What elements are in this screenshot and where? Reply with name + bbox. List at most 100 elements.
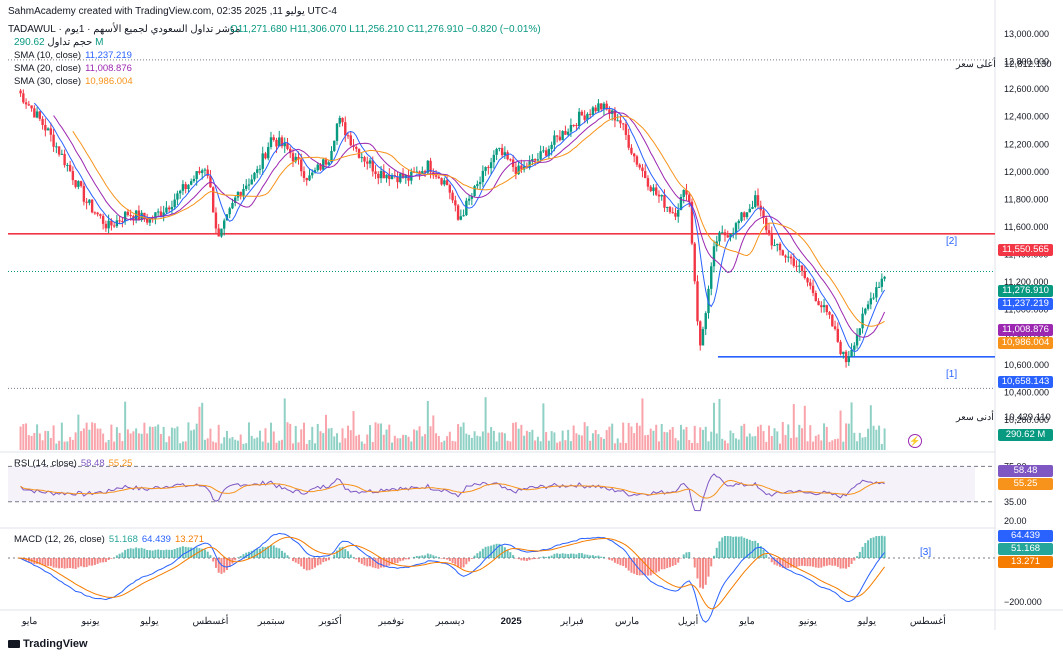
macd-hist-bar xyxy=(176,547,179,558)
candle-body xyxy=(643,171,647,179)
volume-bar xyxy=(110,424,113,450)
volume-bar xyxy=(349,430,352,450)
volume-bar xyxy=(358,434,361,450)
candle-body xyxy=(734,223,738,233)
volume-bar xyxy=(721,438,724,450)
candle-body xyxy=(170,206,174,210)
volume-bar xyxy=(803,405,806,450)
volume-bar xyxy=(473,431,476,450)
volume-bar xyxy=(314,443,317,450)
macd-hist-bar xyxy=(671,558,674,566)
candle-body xyxy=(41,118,44,125)
volume-bar xyxy=(875,429,878,450)
volume-bar xyxy=(817,434,820,450)
candle-body xyxy=(52,134,55,147)
macd-hist-bar xyxy=(693,558,696,568)
volume-bar xyxy=(201,402,204,450)
sma10-legend[interactable]: SMA (10, close) 11,237.219 xyxy=(14,50,136,61)
macd-hist-bar xyxy=(426,553,429,558)
macd-hist-bar xyxy=(666,558,669,568)
sma30-legend[interactable]: SMA (30, close) 10,986.004 xyxy=(14,76,137,87)
volume-bar xyxy=(151,427,154,450)
candle-body xyxy=(831,314,834,327)
candle-body xyxy=(181,184,185,191)
macd-signal-line xyxy=(17,536,885,610)
macd-hist-bar xyxy=(322,558,325,563)
volume-bar xyxy=(707,441,710,450)
macd-hist-bar xyxy=(600,556,603,558)
volume-bar xyxy=(652,430,655,450)
volume-bar xyxy=(275,442,278,450)
volume-legend[interactable]: حجم تداول 290.62 M xyxy=(14,37,103,48)
volume-bar xyxy=(93,423,96,450)
macd-hist-bar xyxy=(572,553,575,558)
volume-bar xyxy=(809,425,812,450)
time-tick-label: نوفمبر xyxy=(377,616,404,627)
candle-body xyxy=(333,140,336,151)
flash-icon[interactable]: ⚡ xyxy=(908,434,922,448)
macd-hist-bar xyxy=(225,558,228,571)
candle-body xyxy=(613,110,617,121)
candle-body xyxy=(443,180,446,185)
macd-hist-bar xyxy=(102,558,105,563)
macd-hist-bar xyxy=(539,557,542,558)
macd-hist-bar xyxy=(685,552,688,558)
macd-hist-bar xyxy=(864,543,867,558)
macd-hist-bar xyxy=(267,546,270,558)
candle-body xyxy=(44,124,47,131)
volume-bar xyxy=(308,440,311,450)
macd-hist-bar xyxy=(380,558,383,568)
volume-bar xyxy=(781,422,784,450)
volume-bar xyxy=(465,433,468,450)
macd-hist-bar xyxy=(809,558,812,567)
volume-bar xyxy=(787,424,790,450)
low-value: 10,429.110 xyxy=(1004,412,1051,423)
candle-body xyxy=(33,108,36,118)
macd-hist-bar xyxy=(214,558,217,568)
candle-body xyxy=(657,194,661,197)
macd-signal-value: 13.271 xyxy=(174,534,204,545)
volume-bar xyxy=(195,423,198,450)
volume-bar xyxy=(558,441,561,450)
volume-bar xyxy=(613,443,616,450)
candle-body xyxy=(335,123,339,141)
volume-bar xyxy=(759,424,762,450)
macd-hist-bar xyxy=(517,558,520,560)
volume-bar xyxy=(435,433,438,450)
macd-hist-bar xyxy=(338,547,341,558)
volume-bar xyxy=(44,430,47,450)
volume-bar xyxy=(291,443,294,450)
macd-hist-bar xyxy=(272,545,275,558)
macd-hist-bar xyxy=(85,558,88,568)
macd-legend[interactable]: MACD (12, 26, close) 51.168 64.439 13.271 xyxy=(14,534,208,545)
macd-hist-bar xyxy=(261,546,264,558)
volume-bar xyxy=(325,414,328,450)
candle-body xyxy=(853,345,856,350)
candle-body xyxy=(38,111,42,119)
macd-hist-bar xyxy=(440,558,443,559)
volume-bar xyxy=(371,442,374,450)
candle-body xyxy=(324,159,328,165)
candle-body xyxy=(470,195,474,199)
volume-bar xyxy=(737,439,740,450)
volume-bar xyxy=(666,432,669,450)
candle-body xyxy=(297,156,300,160)
rsi-legend[interactable]: RSI (14, close) 58.48 55.25 xyxy=(14,458,136,469)
sma20-legend[interactable]: SMA (20, close) 11,008.876 xyxy=(14,63,136,74)
tradingview-logo[interactable]: TradingView xyxy=(8,638,88,650)
volume-bar xyxy=(170,427,173,450)
macd-hist-bar xyxy=(567,554,570,558)
volume-bar xyxy=(853,432,856,450)
macd-hist-bar xyxy=(732,536,735,558)
macd-hist-bar xyxy=(355,558,358,560)
macd-hist-bar xyxy=(435,556,438,558)
volume-bar xyxy=(869,405,872,450)
price-tick-label: 11,200.000 xyxy=(1004,277,1048,287)
candle-body xyxy=(690,201,694,244)
volume-bar xyxy=(564,440,567,450)
volume-bar xyxy=(550,431,553,450)
candle-body xyxy=(203,169,207,171)
candle-body xyxy=(456,205,460,220)
volume-bar xyxy=(457,424,460,450)
